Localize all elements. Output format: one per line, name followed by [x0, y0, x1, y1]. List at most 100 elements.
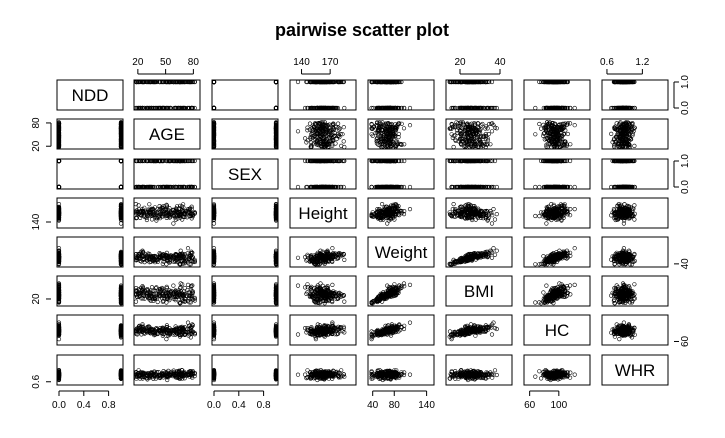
data-point — [451, 144, 456, 150]
data-point — [305, 125, 310, 130]
data-point — [321, 79, 327, 85]
data-point — [134, 105, 139, 111]
data-point — [450, 135, 455, 140]
data-point — [307, 105, 313, 111]
data-point — [211, 105, 217, 111]
data-point — [609, 131, 614, 136]
panel-frame — [601, 79, 669, 111]
data-point — [160, 79, 165, 85]
panel-sex-height — [289, 158, 357, 190]
data-point — [177, 79, 182, 85]
panel-frame — [56, 79, 124, 111]
panel-sex-hc — [523, 158, 591, 190]
data-point — [341, 125, 346, 130]
data-point — [179, 79, 184, 85]
data-point — [153, 79, 158, 85]
panel-ndd-weight — [367, 79, 435, 111]
data-point — [537, 121, 542, 127]
panel-age-weight — [367, 118, 435, 150]
panel-frame — [56, 118, 124, 150]
data-point — [211, 79, 217, 85]
panel-age-bmi — [445, 118, 513, 150]
panel-ndd-bmi — [445, 79, 513, 111]
panel-age-whr — [601, 118, 669, 150]
data-point — [334, 105, 339, 111]
data-point — [146, 79, 151, 85]
data-point — [175, 105, 180, 111]
panel-ndd-height — [289, 79, 357, 111]
data-point — [314, 79, 319, 85]
data-point — [295, 129, 301, 134]
panel-sex-age — [133, 158, 201, 190]
data-point — [322, 105, 327, 111]
panel-sex-sex: SEX — [211, 158, 279, 190]
data-point — [180, 105, 185, 111]
data-point — [303, 105, 308, 111]
panel-frame — [211, 118, 279, 150]
data-point — [151, 79, 156, 85]
data-point — [295, 79, 301, 85]
data-point — [118, 158, 124, 164]
data-point — [572, 123, 577, 128]
data-point — [136, 105, 141, 111]
data-point — [572, 184, 577, 190]
panel-sex-whr — [601, 158, 669, 190]
data-point — [148, 79, 153, 85]
data-point — [273, 105, 279, 111]
data-point — [401, 126, 407, 131]
data-point — [331, 79, 336, 85]
panel-age-height — [289, 118, 357, 150]
panel-height-ndd — [56, 197, 124, 229]
data-point — [309, 105, 314, 111]
data-point — [181, 105, 186, 111]
data-point — [572, 105, 577, 111]
chart-title: pairwise scatter plot — [275, 20, 449, 40]
panel-age-age: AGE — [133, 118, 201, 150]
data-point — [329, 79, 334, 85]
panel-height-age — [133, 197, 201, 229]
data-point — [149, 217, 155, 222]
data-point — [167, 105, 172, 111]
data-point — [182, 79, 187, 85]
data-point — [158, 105, 163, 111]
data-point — [332, 105, 337, 111]
data-point — [303, 136, 308, 141]
data-point — [307, 121, 313, 126]
data-point — [407, 123, 413, 128]
data-point — [305, 105, 310, 111]
data-point — [118, 184, 124, 190]
data-point — [190, 105, 195, 111]
data-point — [340, 79, 345, 85]
data-point — [335, 105, 341, 111]
data-point — [171, 79, 176, 85]
panel-frame — [56, 197, 124, 229]
panel-age-sex — [211, 118, 279, 150]
data-point — [311, 79, 316, 85]
data-point — [168, 105, 173, 111]
panel-age-hc — [523, 118, 591, 150]
panel-frame — [367, 158, 435, 190]
data-point — [183, 105, 188, 111]
data-point — [166, 79, 171, 85]
panel-frame — [289, 158, 357, 190]
panel-frame — [289, 79, 357, 111]
data-point — [163, 79, 168, 85]
data-point — [315, 105, 320, 111]
data-point — [174, 79, 179, 85]
data-point — [342, 105, 347, 111]
data-point — [140, 105, 145, 111]
panel-frame — [523, 158, 591, 190]
data-point — [156, 105, 161, 111]
data-point — [632, 143, 637, 148]
data-point — [309, 140, 314, 145]
data-point — [187, 79, 192, 85]
panel-sex-ndd — [56, 158, 124, 190]
data-point — [341, 79, 346, 85]
data-point — [273, 79, 279, 85]
data-point — [324, 79, 329, 85]
panel-sex-bmi — [445, 158, 513, 190]
panel-ndd-age — [133, 79, 201, 111]
data-point — [323, 105, 328, 111]
